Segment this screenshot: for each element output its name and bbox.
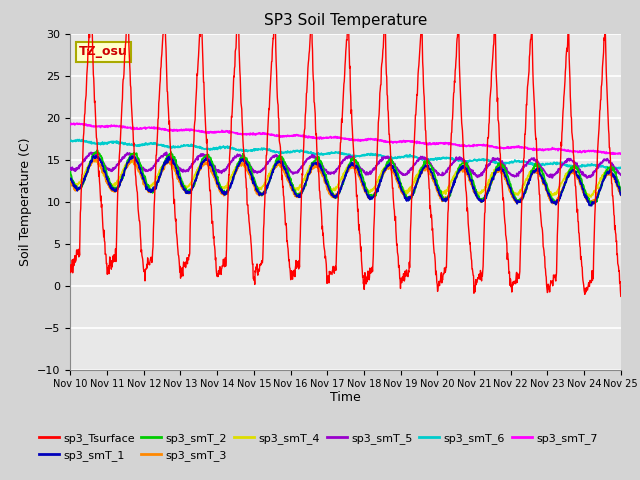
Legend: sp3_Tsurface, sp3_smT_1, sp3_smT_2, sp3_smT_3, sp3_smT_4, sp3_smT_5, sp3_smT_6, : sp3_Tsurface, sp3_smT_1, sp3_smT_2, sp3_… bbox=[34, 429, 602, 465]
X-axis label: Time: Time bbox=[330, 391, 361, 404]
Text: TZ_osu: TZ_osu bbox=[79, 46, 127, 59]
Y-axis label: Soil Temperature (C): Soil Temperature (C) bbox=[19, 137, 32, 266]
Title: SP3 Soil Temperature: SP3 Soil Temperature bbox=[264, 13, 428, 28]
